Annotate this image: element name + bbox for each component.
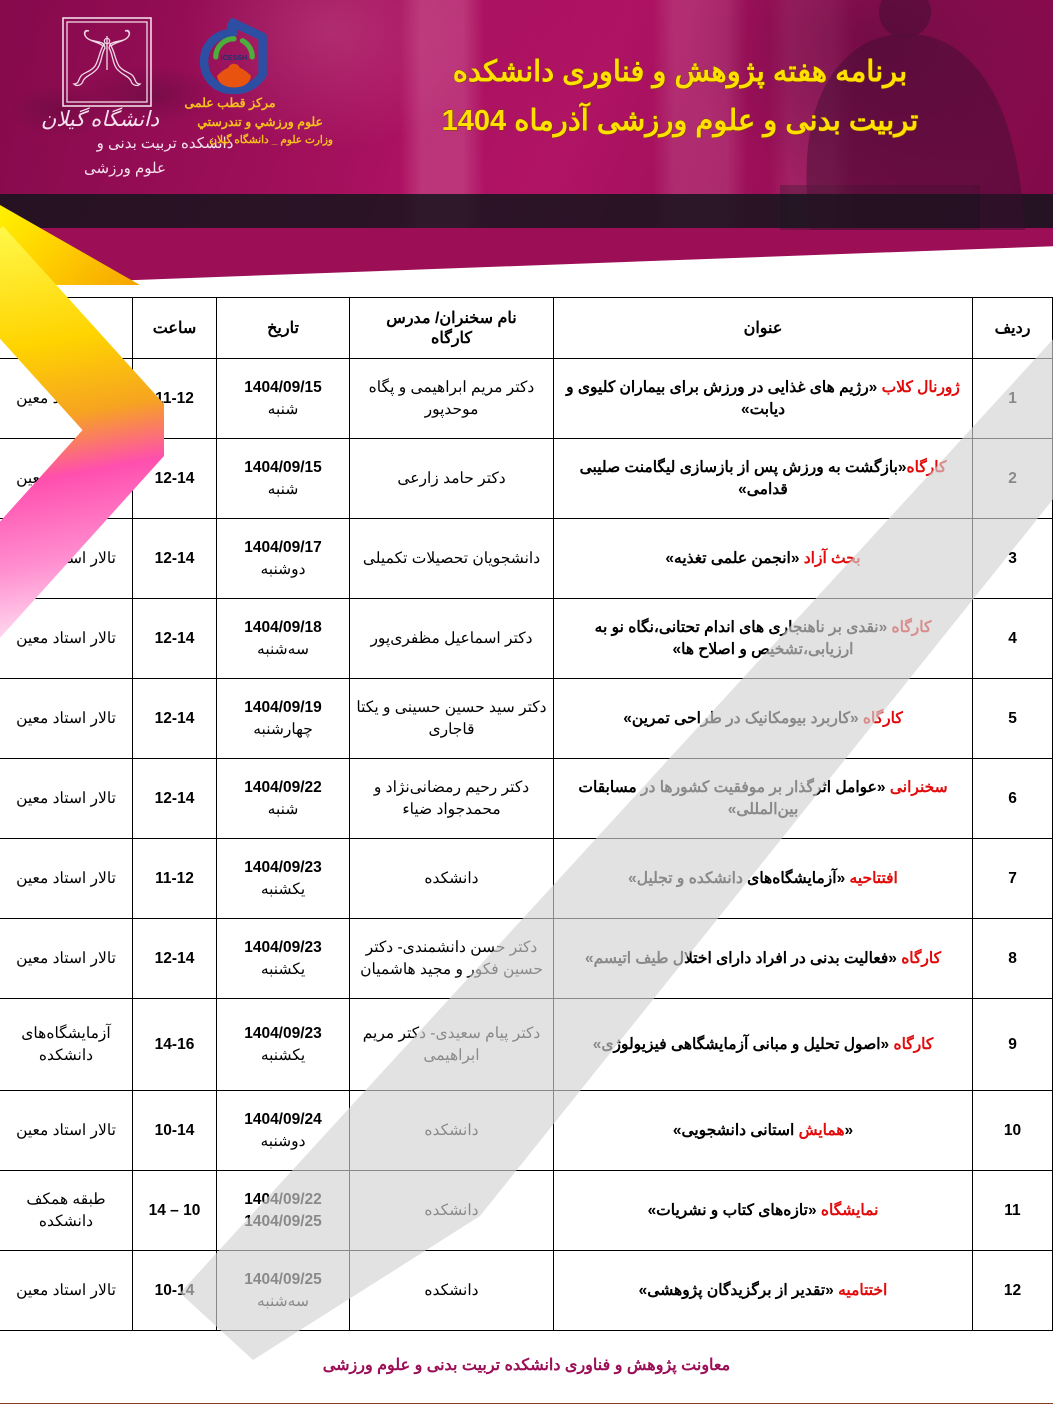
svg-text:ICESSH: ICESSH [221, 54, 248, 62]
